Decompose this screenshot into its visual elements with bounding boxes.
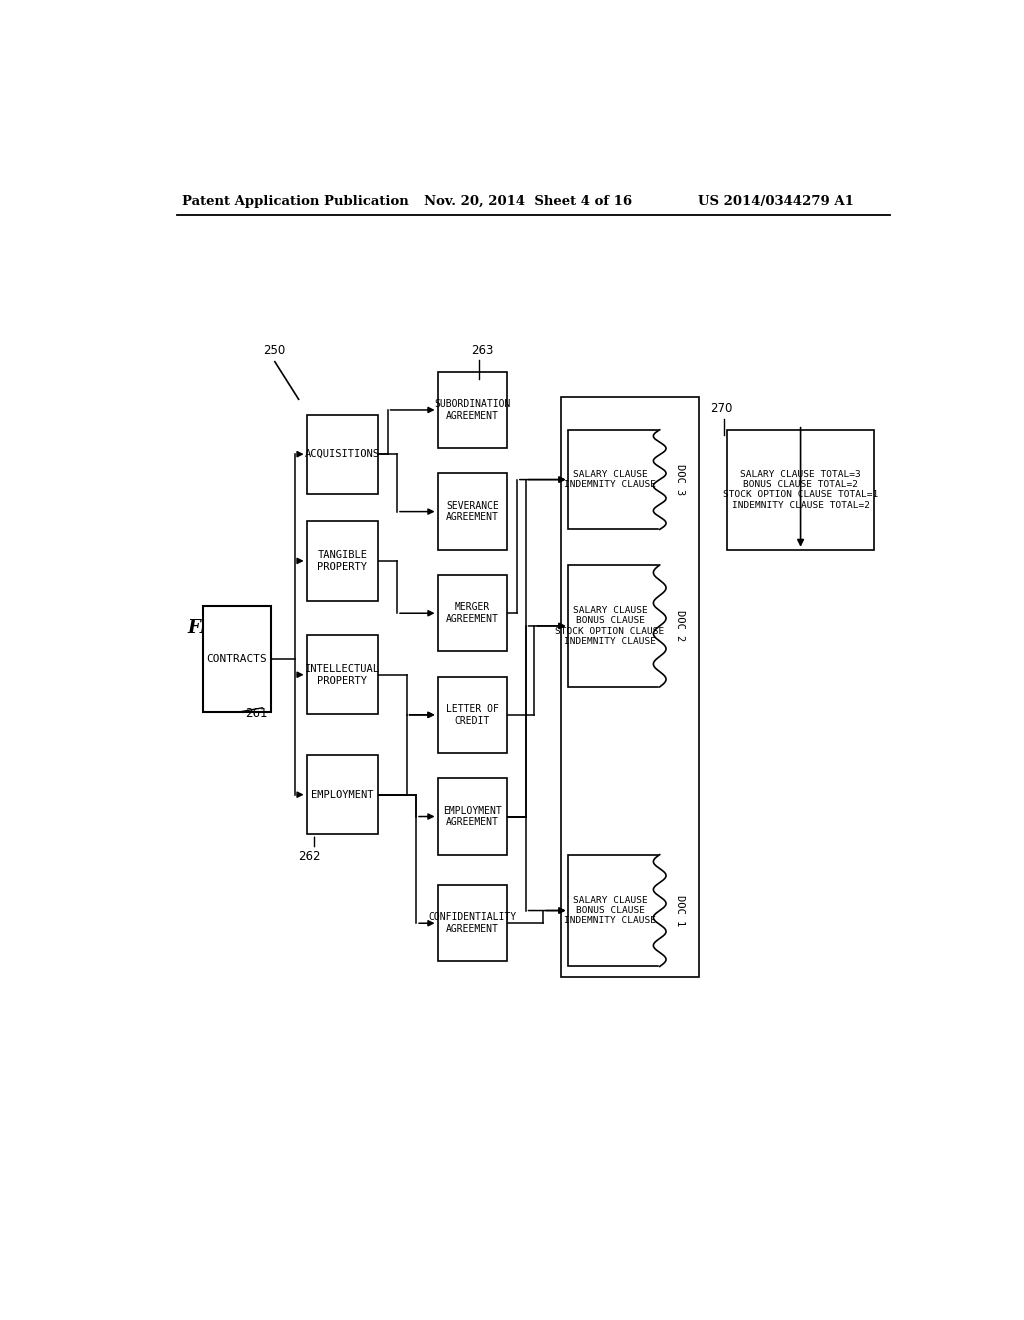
Text: MERGER
AGREEMENT: MERGER AGREEMENT: [446, 602, 499, 624]
Text: 263: 263: [471, 343, 494, 356]
Text: Patent Application Publication: Patent Application Publication: [182, 194, 409, 207]
Text: INTELLECTUAL
PROPERTY: INTELLECTUAL PROPERTY: [305, 664, 380, 685]
Text: CONFIDENTIALITY
AGREEMENT: CONFIDENTIALITY AGREEMENT: [428, 912, 516, 935]
Text: LETTER OF
CREDIT: LETTER OF CREDIT: [446, 704, 499, 726]
Bar: [437, 677, 507, 752]
Bar: [204, 606, 270, 713]
Text: SALARY CLAUSE
INDEMNITY CLAUSE: SALARY CLAUSE INDEMNITY CLAUSE: [564, 470, 656, 490]
Bar: [727, 430, 873, 549]
Bar: [306, 521, 378, 601]
Bar: [560, 397, 699, 977]
Text: Nov. 20, 2014  Sheet 4 of 16: Nov. 20, 2014 Sheet 4 of 16: [424, 194, 632, 207]
Text: TANGIBLE
PROPERTY: TANGIBLE PROPERTY: [317, 550, 368, 572]
Bar: [437, 576, 507, 651]
Text: FIG. 2A: FIG. 2A: [187, 619, 262, 638]
Bar: [306, 414, 378, 494]
Text: CONTRACTS: CONTRACTS: [207, 653, 267, 664]
Text: SALARY CLAUSE
BONUS CLAUSE
INDEMNITY CLAUSE: SALARY CLAUSE BONUS CLAUSE INDEMNITY CLA…: [564, 896, 656, 925]
Text: DOC 3: DOC 3: [675, 463, 685, 495]
Bar: [568, 854, 659, 966]
Bar: [437, 372, 507, 447]
Text: EMPLOYMENT
AGREEMENT: EMPLOYMENT AGREEMENT: [443, 805, 502, 828]
Bar: [568, 430, 659, 529]
Text: DOC 2: DOC 2: [675, 610, 685, 642]
Bar: [437, 886, 507, 961]
Text: SUBORDINATION
AGREEMENT: SUBORDINATION AGREEMENT: [434, 399, 511, 421]
Text: 261: 261: [246, 708, 268, 721]
Bar: [306, 635, 378, 714]
Text: ACQUISITIONS: ACQUISITIONS: [305, 449, 380, 459]
Bar: [568, 565, 659, 686]
Text: 250: 250: [263, 343, 285, 356]
Text: SEVERANCE
AGREEMENT: SEVERANCE AGREEMENT: [446, 500, 499, 523]
Bar: [437, 474, 507, 549]
Text: US 2014/0344279 A1: US 2014/0344279 A1: [697, 194, 854, 207]
Text: 270: 270: [710, 403, 732, 416]
Bar: [306, 755, 378, 834]
Text: SALARY CLAUSE TOTAL=3
BONUS CLAUSE TOTAL=2
STOCK OPTION CLAUSE TOTAL=1
INDEMNITY: SALARY CLAUSE TOTAL=3 BONUS CLAUSE TOTAL…: [723, 470, 879, 510]
Bar: [437, 779, 507, 854]
Text: 262: 262: [299, 850, 322, 863]
Text: DOC 1: DOC 1: [675, 895, 685, 927]
Text: SALARY CLAUSE
BONUS CLAUSE
STOCK OPTION CLAUSE
INDEMNITY CLAUSE: SALARY CLAUSE BONUS CLAUSE STOCK OPTION …: [555, 606, 665, 645]
Text: EMPLOYMENT: EMPLOYMENT: [311, 789, 374, 800]
